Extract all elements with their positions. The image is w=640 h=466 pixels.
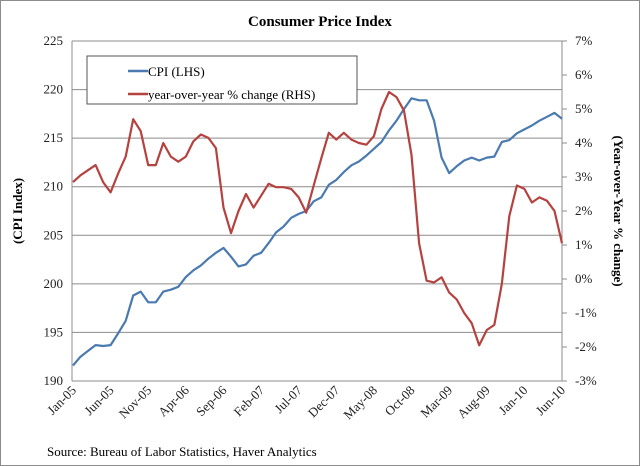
x-tick-label: Jul-07 bbox=[271, 382, 305, 416]
left-tick-label: 225 bbox=[44, 33, 64, 48]
left-tick-label: 205 bbox=[44, 227, 64, 242]
legend-box bbox=[86, 55, 358, 105]
x-tick-label: Dec-07 bbox=[305, 382, 343, 420]
right-tick-label: -3% bbox=[575, 373, 597, 388]
left-tick-label: 215 bbox=[44, 130, 64, 145]
right-tick-label: 1% bbox=[575, 237, 593, 252]
x-tick-label: Sep-06 bbox=[193, 382, 230, 419]
right-tick-label: 7% bbox=[575, 33, 593, 48]
right-tick-label: 5% bbox=[575, 101, 593, 116]
right-tick-label: 0% bbox=[575, 271, 593, 286]
x-tick-label: May-08 bbox=[340, 383, 380, 423]
left-axis-ticks: 190 195 200 205 210 215 220 225 bbox=[44, 33, 64, 388]
left-tick-label: 195 bbox=[44, 324, 64, 339]
right-tick-label: 2% bbox=[575, 203, 593, 218]
cpi-line bbox=[72, 97, 563, 367]
left-tick-label: 200 bbox=[44, 276, 64, 291]
right-axis-ticks: -3% -2% -1% 0% 1% 2% 3% 4% 5% 6% 7% bbox=[562, 33, 597, 388]
left-axis-title: (CPI Index) bbox=[10, 178, 25, 244]
legend-label-yoy: year-over-year % change (RHS) bbox=[148, 87, 315, 102]
x-tick-label: Aug-09 bbox=[454, 383, 493, 422]
chart-title: Consumer Price Index bbox=[248, 14, 392, 30]
right-tick-label: 6% bbox=[575, 67, 593, 82]
yoy-change-line bbox=[72, 90, 564, 347]
x-tick-label: Jun-10 bbox=[532, 383, 568, 419]
source-note: Source: Bureau of Labor Statistics, Have… bbox=[47, 444, 317, 459]
x-tick-label: Oct-08 bbox=[382, 383, 418, 419]
x-tick-label: Nov-05 bbox=[116, 383, 155, 422]
left-tick-label: 210 bbox=[44, 179, 64, 194]
right-tick-label: -1% bbox=[575, 305, 597, 320]
x-tick-label: Feb-07 bbox=[231, 382, 268, 419]
left-tick-label: 190 bbox=[44, 373, 64, 388]
x-tick-label: Apr-06 bbox=[155, 382, 192, 419]
right-tick-label: 4% bbox=[575, 135, 593, 150]
series-lines bbox=[72, 90, 564, 367]
x-tick-label: Jan-10 bbox=[495, 383, 530, 418]
left-tick-label: 220 bbox=[44, 82, 64, 97]
x-tick-label: Jun-05 bbox=[81, 383, 117, 419]
x-tick-label: Mar-09 bbox=[417, 383, 455, 421]
legend-label-cpi: CPI (LHS) bbox=[148, 64, 205, 79]
legend: CPI (LHS) year-over-year % change (RHS) bbox=[86, 55, 358, 105]
right-axis-title: (Year-over-Year % change) bbox=[611, 135, 626, 286]
right-tick-label: -2% bbox=[575, 339, 597, 354]
right-tick-label: 3% bbox=[575, 169, 593, 184]
